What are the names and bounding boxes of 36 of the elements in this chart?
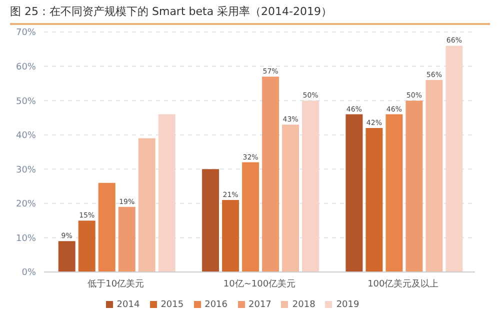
bar	[386, 114, 403, 272]
bar	[446, 46, 463, 272]
legend-label: 2017	[248, 300, 272, 310]
x-tick-label: 低于10亿美元	[88, 278, 144, 290]
y-tick-label: 10%	[16, 234, 36, 244]
y-tick-label: 50%	[16, 96, 36, 107]
bar	[158, 114, 176, 272]
chart-title: 图 25：在不同资产规模下的 Smart beta 采用率（2014-2019）	[10, 4, 490, 25]
bar	[202, 169, 220, 272]
y-tick-label: 30%	[16, 165, 36, 176]
legend-label: 2018	[292, 300, 316, 310]
legend-label: 2015	[160, 300, 184, 310]
bar	[58, 241, 76, 272]
y-tick-label: 20%	[16, 200, 36, 210]
y-tick-label: 60%	[16, 62, 36, 72]
x-tick-label: 10亿~100亿美元	[223, 278, 296, 290]
bar	[118, 206, 136, 272]
x-tick-label: 100亿美元及以上	[368, 278, 439, 290]
bar	[222, 200, 240, 272]
y-tick-label: 40%	[16, 131, 36, 142]
bar	[346, 114, 363, 272]
y-tick-label: 0%	[22, 268, 36, 278]
legend-label: 2014	[116, 300, 140, 310]
legend-label: 2019	[336, 300, 360, 310]
bar	[242, 162, 260, 272]
legend-label: 2016	[204, 300, 228, 310]
bar	[262, 76, 280, 272]
bar	[78, 220, 96, 272]
bar	[98, 182, 116, 272]
bar	[426, 80, 443, 272]
bar	[406, 100, 423, 272]
bar	[366, 128, 383, 272]
bar	[138, 138, 156, 272]
bar	[282, 124, 300, 272]
bar	[302, 100, 320, 272]
y-tick-label: 70%	[16, 28, 36, 38]
